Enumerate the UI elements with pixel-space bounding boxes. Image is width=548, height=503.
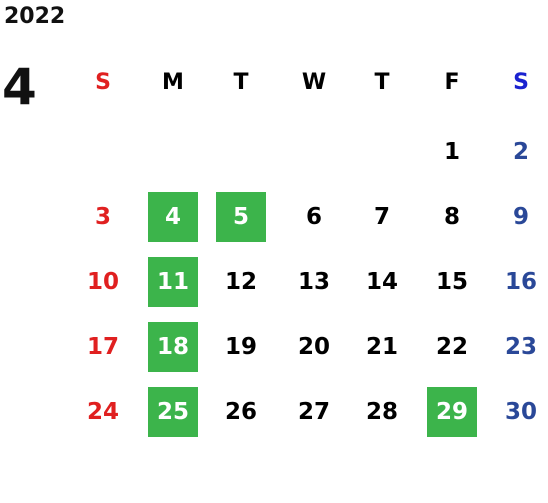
weekday: S xyxy=(95,69,111,95)
day: 16 xyxy=(504,269,537,295)
day: 8 xyxy=(443,204,460,230)
day: 19 xyxy=(224,334,257,360)
day: 3 xyxy=(94,204,111,230)
weekday: S xyxy=(513,69,529,95)
day: 27 xyxy=(297,399,330,425)
month: 4 xyxy=(2,58,37,116)
day: 13 xyxy=(297,269,330,295)
day: 1 xyxy=(443,139,460,165)
day: 14 xyxy=(365,269,398,295)
day: 7 xyxy=(373,204,390,230)
highlighted-day: 29 xyxy=(427,387,477,437)
day: 9 xyxy=(512,204,529,230)
highlighted-day: 4 xyxy=(148,192,198,242)
day: 12 xyxy=(224,269,257,295)
day: 10 xyxy=(86,269,119,295)
year: 2022 xyxy=(4,4,66,29)
day: 22 xyxy=(435,334,468,360)
highlighted-day: 5 xyxy=(216,192,266,242)
weekday: M xyxy=(162,69,184,95)
day: 23 xyxy=(504,334,537,360)
weekday: T xyxy=(374,69,390,95)
weekday: F xyxy=(444,69,460,95)
day: 24 xyxy=(86,399,119,425)
day: 20 xyxy=(297,334,330,360)
day: 21 xyxy=(365,334,398,360)
day: 2 xyxy=(512,139,529,165)
day: 30 xyxy=(504,399,537,425)
day: 26 xyxy=(224,399,257,425)
highlighted-day: 25 xyxy=(148,387,198,437)
highlighted-day: 11 xyxy=(148,257,198,307)
weekday: W xyxy=(301,69,327,95)
day: 6 xyxy=(305,204,322,230)
weekday: T xyxy=(233,69,249,95)
day: 15 xyxy=(435,269,468,295)
highlighted-day: 18 xyxy=(148,322,198,372)
day: 28 xyxy=(365,399,398,425)
day: 17 xyxy=(86,334,119,360)
